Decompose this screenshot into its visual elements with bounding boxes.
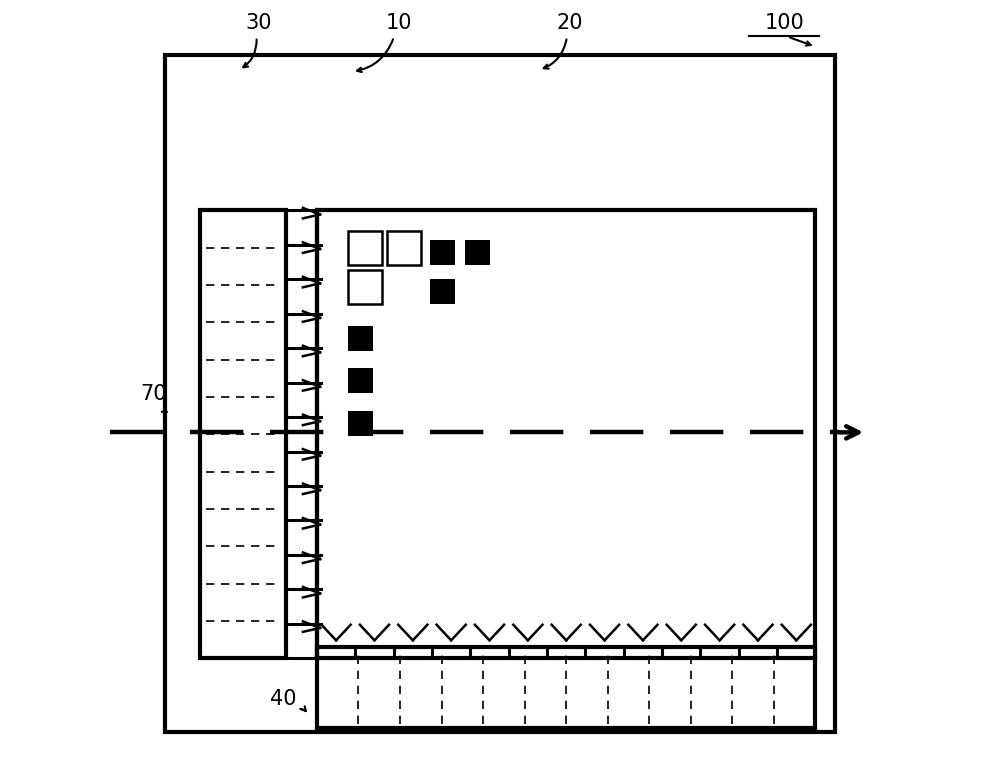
Bar xyxy=(387,231,421,265)
Text: 100: 100 xyxy=(764,12,804,33)
Bar xyxy=(348,368,373,393)
Bar xyxy=(348,270,382,304)
Bar xyxy=(200,210,286,658)
Bar xyxy=(317,210,815,658)
Text: 40: 40 xyxy=(270,689,297,709)
Text: 10: 10 xyxy=(385,12,412,33)
Bar xyxy=(165,55,835,732)
Bar xyxy=(348,326,373,351)
Text: 20: 20 xyxy=(557,12,583,33)
Bar xyxy=(348,231,382,265)
Bar xyxy=(465,240,490,265)
Bar xyxy=(348,411,373,436)
Bar xyxy=(430,279,455,304)
Bar xyxy=(317,647,815,728)
Text: 70: 70 xyxy=(140,383,167,404)
Text: 30: 30 xyxy=(245,12,272,33)
Bar xyxy=(430,240,455,265)
